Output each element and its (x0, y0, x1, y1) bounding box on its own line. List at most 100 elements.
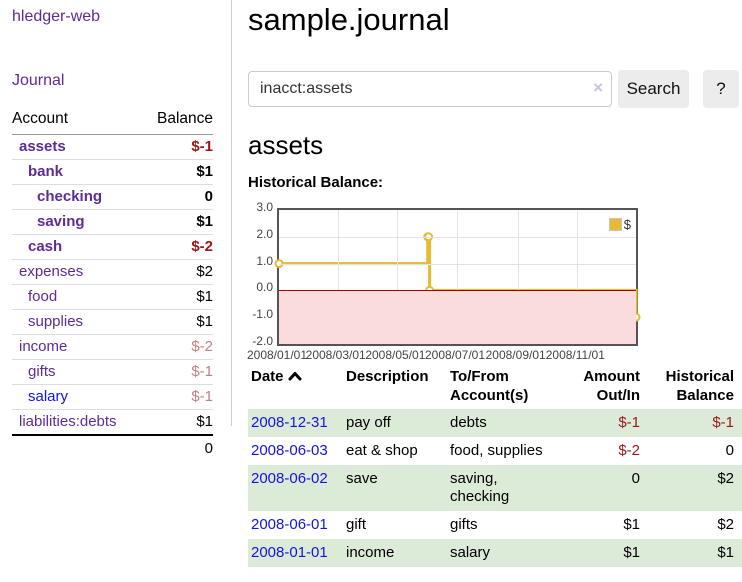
gridline (517, 210, 519, 344)
account-heading: assets (248, 130, 324, 160)
y-axis-tick-label: 2.0 (256, 226, 273, 241)
app-title-link[interactable]: hledger-web (12, 8, 101, 25)
accounts-total-value: 0 (204, 440, 213, 457)
account-link[interactable]: liabilities:debts (19, 413, 117, 430)
y-axis-tick-label: -2.0 (252, 334, 273, 348)
negative-region (279, 290, 636, 344)
search-input[interactable] (248, 71, 612, 107)
account-link[interactable]: income (19, 338, 68, 355)
legend-label: $ (623, 217, 631, 232)
transaction-description: income (346, 544, 395, 561)
transaction-description: save (346, 470, 378, 487)
transaction-balance: $1 (717, 544, 734, 561)
x-axis-tick-label: 2008/05/01 (365, 348, 426, 362)
transaction-balance: $2 (717, 516, 734, 533)
account-balance: $-2 (142, 234, 213, 260)
transaction-accounts: gifts (450, 516, 478, 533)
y-axis-tick-label: 3.0 (256, 200, 273, 214)
account-row: salary $-1 (12, 384, 213, 410)
transaction-date-link[interactable]: 2008-06-02 (251, 470, 328, 487)
accounts-header-account: Account (12, 108, 143, 135)
transaction-date-link[interactable]: 2008-06-03 (251, 442, 328, 459)
account-link[interactable]: expenses (19, 263, 84, 280)
transaction-row: 2008-01-01 income salary $1 $1 (248, 539, 742, 567)
account-link[interactable]: cash (28, 238, 63, 255)
account-balance: $-2 (142, 334, 213, 360)
account-row: assets $-1 (12, 134, 213, 160)
account-row: saving $1 (12, 209, 213, 235)
transaction-amount: 0 (631, 470, 640, 487)
account-balance: $2 (142, 259, 213, 285)
plot-area: $ (274, 208, 641, 346)
register-header-accounts: To/From Account(s) (450, 368, 529, 404)
gridline (397, 210, 399, 344)
account-row: checking 0 (12, 184, 213, 210)
page-title: sample.journal (248, 2, 450, 37)
chart-label: Historical Balance: (248, 174, 384, 191)
y-axis-tick-label: 1.0 (256, 253, 273, 268)
register-header-balance: Historical Balance (665, 368, 734, 404)
transaction-amount: $-2 (618, 442, 640, 459)
account-link[interactable]: food (28, 288, 58, 305)
gridline (457, 210, 458, 344)
accounts-header-balance: Balance (142, 108, 213, 135)
transaction-accounts: saving, checking (450, 470, 510, 505)
transaction-row: 2008-06-03 eat & shop food, supplies $-2 0 (248, 437, 742, 465)
help-button[interactable]: ? (703, 70, 739, 108)
chart-legend: $ (608, 217, 631, 232)
account-row: income $-2 (12, 334, 213, 360)
balance-chart: $ 3.0 2.0 1.0 0.0 -1.0 -2.0 2008/01/01 2008/03/… (247, 200, 742, 362)
account-row: supplies $1 (12, 309, 213, 335)
transaction-balance: 0 (725, 442, 734, 459)
transaction-date-link[interactable]: 2008-01-01 (251, 544, 328, 561)
transaction-amount: $1 (623, 516, 640, 533)
x-axis-tick-label: 2008/01/01 (246, 348, 308, 362)
zero-line (279, 290, 636, 292)
search-row: × Search ? (248, 70, 742, 108)
transaction-description: pay off (346, 414, 391, 431)
transaction-description: gift (346, 516, 367, 533)
x-axis-tick-label: 2008/11/01 (545, 348, 605, 362)
register-header-date[interactable]: Date (248, 363, 346, 409)
accounts-total-row: 0 (12, 435, 213, 461)
sort-ascending-icon (288, 372, 302, 381)
search-button[interactable]: Search (618, 70, 689, 108)
transaction-date-link[interactable]: 2008-12-31 (251, 414, 328, 431)
transaction-balance: $-1 (712, 414, 734, 431)
transaction-accounts: food, supplies (450, 442, 543, 459)
account-balance: 0 (142, 184, 213, 210)
account-row: cash $-2 (12, 234, 213, 260)
legend-swatch-icon (608, 218, 622, 231)
sidebar-item-journal[interactable]: Journal (12, 72, 65, 89)
transaction-amount: $1 (623, 544, 640, 561)
transaction-date-link[interactable]: 2008-06-01 (251, 516, 328, 533)
register-table: Date Description To/From Account(s) Amou… (248, 363, 742, 567)
x-axis-tick-label: 2008/07/01 (424, 348, 486, 362)
account-row: liabilities:debts $1 (12, 409, 213, 436)
transaction-description: eat & shop (346, 442, 418, 459)
account-link[interactable]: saving (37, 213, 85, 230)
account-link[interactable]: bank (28, 163, 64, 180)
account-link[interactable]: salary (28, 388, 69, 405)
account-link[interactable]: supplies (28, 313, 84, 330)
account-balance: $1 (142, 309, 213, 335)
register-header-description: Description (346, 368, 429, 385)
account-balance: $1 (142, 209, 213, 235)
account-balance: $-1 (142, 384, 213, 410)
transaction-accounts: debts (450, 414, 487, 431)
sidebar: hledger-web Journal Account Balance asse… (0, 0, 232, 457)
account-row: expenses $2 (12, 259, 213, 285)
main-panel: sample.journal × Search ? assets Histori… (247, 0, 742, 567)
account-balance: $1 (142, 159, 213, 185)
clear-search-icon[interactable]: × (593, 78, 603, 97)
y-axis-tick-label: -1.0 (252, 307, 273, 322)
account-link[interactable]: gifts (28, 363, 56, 380)
gridline (337, 210, 339, 344)
register-header-amount: Amount Out/In (583, 368, 640, 404)
account-balance: $1 (142, 409, 213, 436)
account-balance: $-1 (142, 134, 213, 160)
account-link[interactable]: checking (37, 188, 103, 205)
transaction-amount: $-1 (618, 414, 640, 431)
transaction-row: 2008-12-31 pay off debts $-1 $-1 (248, 409, 742, 437)
account-link[interactable]: assets (19, 138, 66, 155)
